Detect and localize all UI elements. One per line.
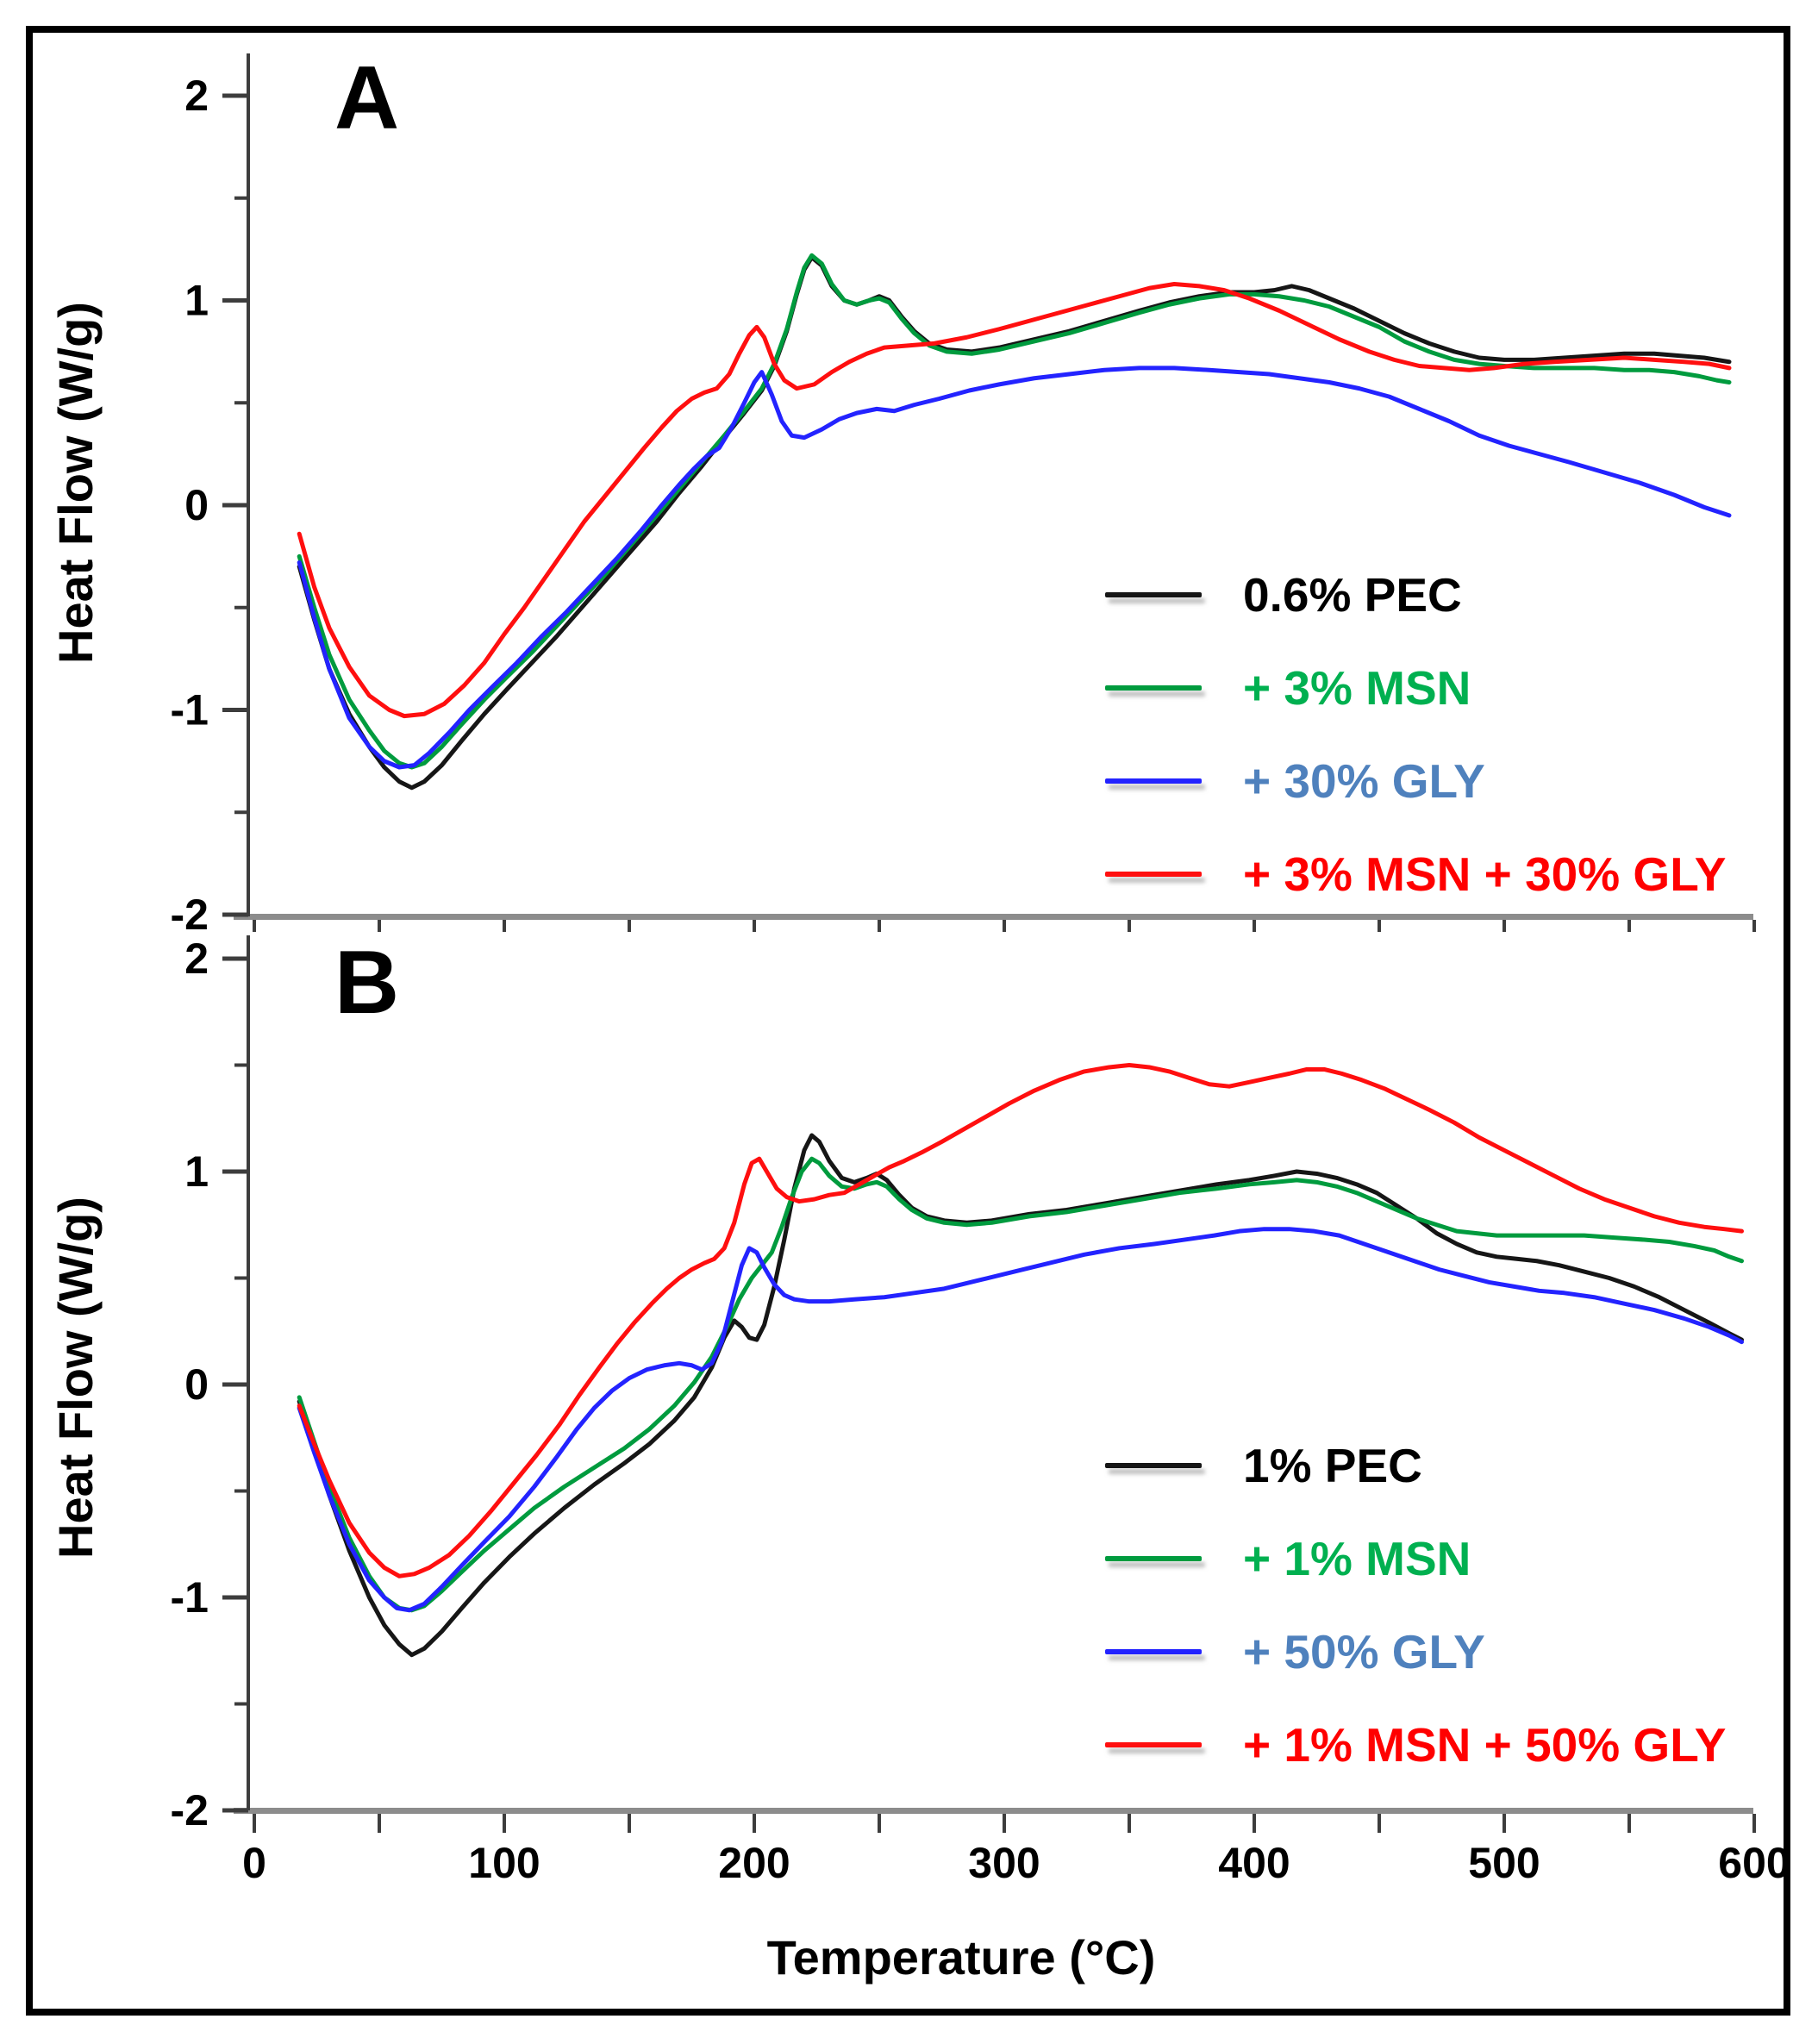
legend-label: + 3% MSN + 30% GLY [1243,847,1727,901]
x-axis-line [234,914,1753,920]
curve-50-gly [297,1227,1744,1613]
legend-row: 1% PEC [1105,1419,1726,1512]
x-tick-label: 0 [242,1839,266,1887]
legend-swatch-green [1105,685,1202,691]
x-axis-line [234,1808,1753,1814]
legend-swatch-black [1105,1463,1202,1468]
legend-swatch-red [1105,1742,1202,1747]
legend-swatch-blue [1105,1649,1202,1654]
legend-row: + 30% GLY [1105,734,1726,828]
panel-a-y-axis-title: Heat Flow (W/g) [48,302,103,664]
y-tick-label: 0 [184,1360,209,1409]
y-axis-line [247,53,250,916]
legend-row: + 1% MSN + 50% GLY [1105,1698,1726,1791]
legend-row: + 3% MSN + 30% GLY [1105,828,1726,921]
x-tick-label: 300 [968,1839,1040,1887]
legend-row: 0.6% PEC [1105,548,1726,641]
legend-row: + 1% MSN [1105,1512,1726,1605]
y-tick-label: 1 [184,277,209,325]
y-tick-label: -2 [171,1786,209,1835]
legend-swatch-blue [1105,778,1202,784]
x-tick-label: 100 [468,1839,540,1887]
legend-swatch-black [1105,592,1202,597]
legend-label: + 1% MSN + 50% GLY [1243,1717,1727,1772]
panel-b-label: B [334,933,400,1033]
x-axis-title: Temperature (°C) [766,1930,1156,1985]
panel-b-y-axis-title: Heat Flow (W/g) [48,1197,103,1559]
legend-label: 0.6% PEC [1243,567,1462,622]
x-tick-label: 600 [1718,1839,1790,1887]
panel-a-label: A [334,48,400,148]
legend-swatch-red [1105,872,1202,877]
curve-3-msn-30-gly [297,282,1732,719]
curve-1-msn-50-gly [297,1063,1744,1578]
legend-row: + 3% MSN [1105,641,1726,734]
y-tick-label: 0 [184,481,209,529]
x-tick-label: 500 [1468,1839,1540,1887]
figure-border [26,26,1790,2016]
curve-3-msn [297,253,1732,770]
panel-a-legend: 0.6% PEC + 3% MSN + 30% GLY + 3% MSN + 3… [1105,548,1726,921]
legend-label: + 30% GLY [1243,753,1485,808]
legend-label: + 3% MSN [1243,660,1471,715]
y-tick-label: -2 [171,891,209,939]
legend-label: + 50% GLY [1243,1624,1485,1678]
y-tick-label: -1 [171,686,209,734]
legend-row: + 50% GLY [1105,1605,1726,1698]
x-tick-label: 400 [1218,1839,1290,1887]
panel-b-legend: 1% PEC + 1% MSN + 50% GLY + 1% MSN + 50%… [1105,1419,1726,1791]
x-tick-label: 200 [718,1839,790,1887]
y-tick-label: 1 [184,1147,209,1196]
y-tick-label: -1 [171,1573,209,1622]
curve-30-gly [297,366,1732,770]
y-tick-label: 2 [184,72,209,120]
y-axis-line [247,935,250,1810]
legend-swatch-green [1105,1556,1202,1561]
curve-1-msn [297,1156,1744,1613]
legend-label: 1% PEC [1243,1438,1422,1492]
legend-label: + 1% MSN [1243,1531,1471,1585]
y-tick-label: 2 [184,934,209,983]
